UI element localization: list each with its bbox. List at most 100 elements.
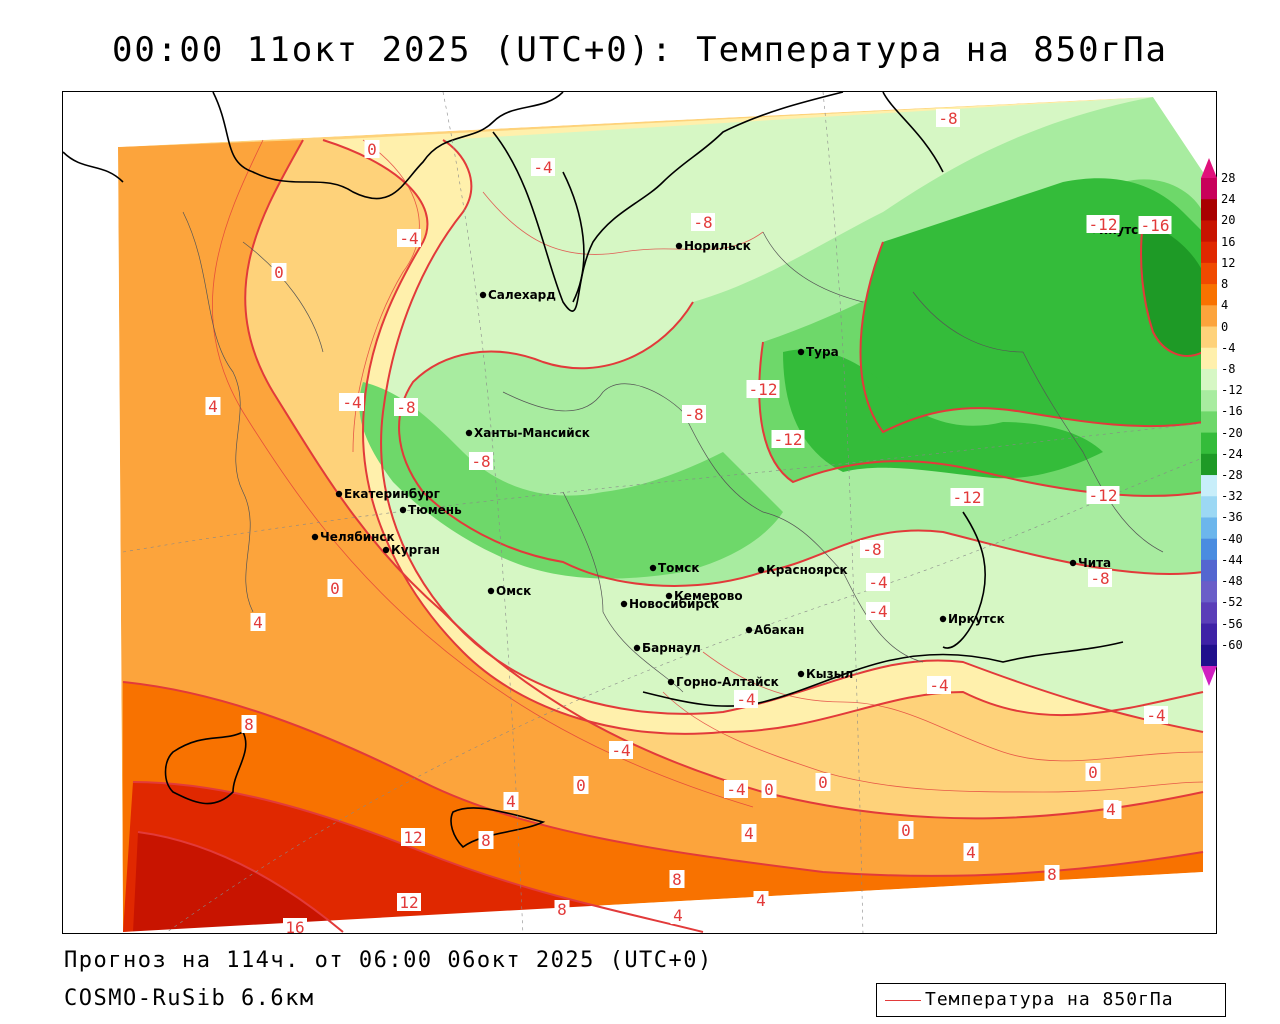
isoline-label: -4 <box>399 229 418 248</box>
isoline-label: 0 <box>367 140 377 159</box>
isoline-label: 8 <box>244 715 254 734</box>
isoline-label: 4 <box>756 891 766 910</box>
scale-band <box>1201 644 1217 667</box>
isoline-label-box <box>1144 706 1168 724</box>
scale-tick-label: -24 <box>1221 446 1243 461</box>
isoline-label: -12 <box>774 430 803 449</box>
scale-band <box>1201 538 1217 561</box>
isoline-label-box <box>761 780 777 798</box>
scale-band <box>1201 178 1217 200</box>
scale-tick-label: 12 <box>1221 255 1236 270</box>
isoline-label: 0 <box>901 821 911 840</box>
scale-band <box>1201 559 1217 582</box>
scale-tick-label: -48 <box>1221 574 1243 589</box>
isoline-label-box <box>860 540 884 558</box>
isoline-label: -4 <box>868 573 887 592</box>
scale-band <box>1201 602 1217 625</box>
city-marker <box>479 291 487 299</box>
city-label: Ханты-Мансийск <box>474 426 590 440</box>
isoline-label: -4 <box>342 393 361 412</box>
zone-minus24-minus20 <box>1141 222 1203 356</box>
scale-tick-label: 4 <box>1221 298 1229 313</box>
isoline-label-box <box>1086 215 1120 233</box>
zone-minus20-minus16 <box>860 178 1203 432</box>
city-label: Омск <box>496 584 531 598</box>
isoline-label: 8 <box>557 900 567 919</box>
isoline-label: 4 <box>1106 800 1116 819</box>
scale-tick-label: 28 <box>1221 171 1236 185</box>
scale-band <box>1201 220 1217 243</box>
scale-tick-label: 20 <box>1221 213 1236 228</box>
isoline-label: 0 <box>330 579 340 598</box>
isoline-label: -12 <box>749 380 778 399</box>
isoline-label: 0 <box>576 776 586 795</box>
city-label: Абакан <box>754 623 804 637</box>
isoline-label-box <box>1103 800 1119 818</box>
isoline-label-box <box>401 828 425 846</box>
city-label: Тюмень <box>408 503 462 517</box>
isoline-label-box <box>815 773 831 791</box>
isoline-label-box <box>241 715 257 733</box>
scale-tick-label: -4 <box>1221 340 1236 355</box>
city-marker <box>399 506 407 514</box>
isoline-label-box <box>866 573 890 591</box>
isoline-label: -8 <box>396 398 415 417</box>
isoline-label-box <box>554 900 570 918</box>
scale-tick-label: -8 <box>1221 361 1236 376</box>
isoline-label: 4 <box>506 792 516 811</box>
city-layer: НорильскСалехардЯкутскТураХанты-Мансийск… <box>311 223 1146 689</box>
isoline-label-box <box>283 918 307 933</box>
legend-line-swatch <box>885 1000 921 1001</box>
city-label: Кызыл <box>806 667 853 681</box>
scale-bottom-arrow <box>1201 666 1217 686</box>
borders <box>63 92 1124 849</box>
isoline-label-box <box>250 613 266 631</box>
color-scale-bar <box>1201 158 1217 686</box>
isoline-label: -4 <box>868 602 887 621</box>
city-label: Чита <box>1078 556 1111 570</box>
isoline-label-box <box>734 690 758 708</box>
forecast-caption: Прогноз на 114ч. от 06:00 06окт 2025 (UT… <box>64 948 713 973</box>
isoline-label: -8 <box>1090 569 1109 588</box>
scale-tick-label: -44 <box>1221 552 1243 567</box>
scale-tick-label: -36 <box>1221 510 1243 525</box>
isoline-label-box <box>364 140 380 158</box>
city-marker <box>620 600 628 608</box>
isoline-label: 8 <box>672 870 682 889</box>
isoline-label: 4 <box>966 843 976 862</box>
isoline-label-box <box>746 380 780 398</box>
city-marker <box>311 533 319 541</box>
city-marker <box>465 429 473 437</box>
scale-band <box>1201 432 1217 455</box>
isoline-label-box <box>394 398 418 416</box>
isoline-label: 12 <box>403 828 422 847</box>
scale-tick-label: -12 <box>1221 383 1243 398</box>
city-label: Тура <box>806 345 839 359</box>
isoline-label: -12 <box>953 488 982 507</box>
isoline-label-box <box>691 213 715 231</box>
isoline-label-box <box>205 397 221 415</box>
isoline-label: -4 <box>929 676 948 695</box>
city-marker <box>675 242 683 250</box>
city-label: Барнаул <box>642 641 701 655</box>
city-label: Салехард <box>488 288 556 302</box>
model-caption: COSMO-RuSib 6.6км <box>64 986 315 1011</box>
isoline-label-box <box>936 109 960 127</box>
city-marker <box>665 592 673 600</box>
city-marker <box>1069 559 1077 567</box>
city-marker <box>649 564 657 572</box>
city-label: Новосибирск <box>629 597 719 611</box>
admin-boundaries <box>182 211 1164 693</box>
isoline-label-box <box>724 780 748 798</box>
isoline-label: 4 <box>673 906 683 925</box>
isoline-label: -8 <box>693 213 712 232</box>
city-marker <box>667 678 675 686</box>
city-marker <box>757 566 765 574</box>
city-marker <box>939 615 947 623</box>
city-marker <box>382 546 390 554</box>
scale-band <box>1201 284 1217 306</box>
map-panel: Норильск Салехард Якутск Тура Ханты-Мансийск… <box>62 91 1217 934</box>
isoline-label-box <box>669 870 685 888</box>
scale-band <box>1201 241 1217 264</box>
city-marker <box>335 490 343 498</box>
